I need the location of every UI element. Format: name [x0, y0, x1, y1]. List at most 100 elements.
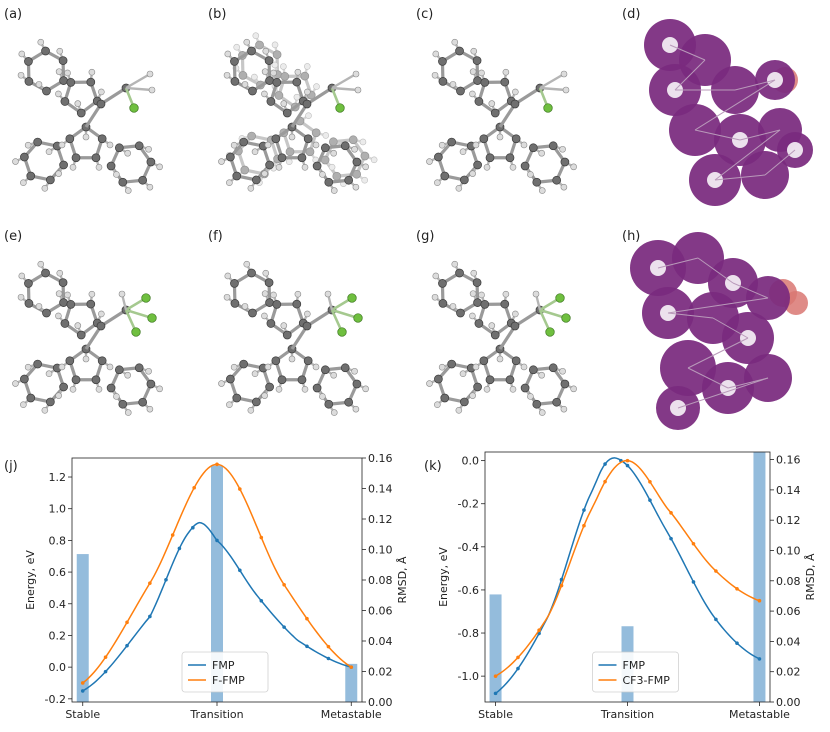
hydrogen-atom: [24, 363, 32, 371]
carbon-atom: [106, 161, 116, 171]
carbon-atom: [560, 157, 570, 167]
carbon-atom: [91, 375, 101, 385]
carbon-atom: [46, 175, 55, 185]
y-tick-label: 0.0: [49, 661, 67, 674]
carbon-atom: [344, 175, 354, 185]
hydrogen-atom: [469, 90, 476, 98]
carbon-atom: [118, 177, 128, 187]
carbon-atom: [528, 365, 538, 375]
hydrogen-atom: [18, 50, 26, 58]
carbon-atom: [24, 77, 34, 86]
carbon-atom: [272, 300, 282, 309]
carbon-atom: [58, 278, 68, 287]
surface-bond: [674, 59, 706, 91]
carbon-atom: [282, 330, 292, 340]
rmsd-bar: [753, 452, 766, 702]
carbon-atom: [86, 77, 96, 87]
hydrogen-atom: [362, 163, 369, 171]
series-point: [103, 655, 108, 659]
hydrogen-atom: [243, 38, 251, 46]
carbon-atom: [447, 359, 456, 369]
bond: [306, 308, 333, 328]
hydrogen-atom: [293, 93, 301, 101]
hydrogen-atom: [223, 293, 231, 301]
surface-bond: [714, 174, 766, 181]
carbon-atom: [232, 393, 242, 403]
hydrogen-atom: [459, 148, 467, 156]
hydrogen-atom: [124, 371, 131, 379]
hydrogen-atom: [319, 171, 326, 178]
rmsd-bar: [211, 465, 223, 702]
hydrogen-atom: [322, 132, 330, 139]
hydrogen-atom: [262, 47, 270, 55]
hydrogen-atom: [261, 312, 268, 320]
y2-tick-label: 0.16: [776, 454, 801, 467]
series-point: [305, 644, 309, 649]
hydrogen-atom: [361, 176, 368, 184]
bond: [539, 86, 567, 92]
y-tick-label: 1.0: [49, 503, 67, 516]
carbon-atom: [106, 383, 116, 393]
hydrogen-atom: [330, 187, 338, 194]
carbon-atom: [438, 77, 448, 86]
bond: [498, 325, 517, 350]
carbon-atom: [20, 152, 29, 162]
series-point: [282, 582, 286, 587]
carbon-atom: [96, 321, 106, 331]
hydrogen-atom: [146, 405, 154, 413]
hydrogen-atom: [478, 69, 485, 77]
carbon-atom: [146, 379, 156, 389]
hydrogen-atom: [304, 310, 311, 318]
hydrogen-atom: [55, 68, 63, 75]
surface-bond: [764, 149, 796, 176]
hydrogen-atom: [145, 145, 152, 153]
y-tick-label: 0.2: [49, 629, 67, 642]
y-tick-label: -0.8: [458, 627, 479, 640]
hydrogen-atom: [470, 47, 478, 55]
carbon-atom: [312, 161, 322, 171]
hydrogen-atom: [438, 363, 446, 371]
surface-bond: [677, 377, 769, 409]
carbon-atom: [271, 134, 281, 144]
carbon-atom: [303, 134, 313, 144]
hydrogen-atom: [37, 38, 45, 46]
carbon-atom: [230, 57, 239, 66]
hydrogen-atom: [251, 73, 258, 81]
carbon-atom: [456, 86, 465, 96]
carbon-atom: [114, 143, 124, 153]
carbon-atom: [239, 359, 248, 369]
carbon-atom: [264, 56, 274, 65]
hydrogen-atom: [24, 141, 32, 149]
carbon-atom: [274, 91, 284, 100]
hydrogen-atom: [275, 163, 283, 171]
carbon-atom: [340, 141, 350, 151]
carbon-atom: [33, 359, 42, 369]
carbon-atom: [65, 356, 75, 366]
hydrogen-atom: [488, 322, 496, 329]
carbon-atom: [76, 108, 86, 118]
series-point: [493, 674, 498, 678]
x-tick-label: Transition: [189, 708, 243, 721]
carbon-atom: [352, 379, 362, 389]
hydrogen-atom: [270, 291, 277, 299]
hydrogen-atom: [64, 291, 71, 299]
series-point: [648, 498, 652, 502]
hydrogen-atom: [288, 133, 296, 141]
hydrogen-atom: [146, 183, 154, 191]
carbon-atom: [440, 171, 450, 181]
carbon-atom: [297, 153, 307, 163]
fluorine-atom: [147, 313, 157, 323]
carbon-atom: [138, 175, 148, 185]
hydrogen-atom: [243, 260, 251, 268]
hydrogen-atom: [74, 100, 82, 107]
surface-bond: [734, 79, 776, 91]
series-point: [192, 485, 196, 490]
series-point: [259, 599, 264, 603]
surface-bond: [669, 44, 706, 61]
carbon-atom: [26, 171, 36, 181]
carbon-atom: [548, 141, 558, 151]
surface-bond: [667, 297, 769, 314]
carbon-atom: [248, 308, 257, 318]
carbon-atom: [305, 147, 315, 157]
carbon-atom: [138, 397, 148, 407]
